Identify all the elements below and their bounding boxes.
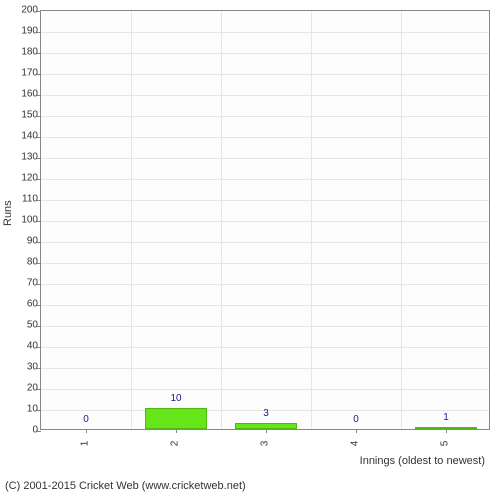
bar-value-label: 0 xyxy=(353,414,359,425)
grid-line-h xyxy=(41,242,489,243)
x-tick-label: 1 xyxy=(80,441,91,447)
grid-line-h xyxy=(41,326,489,327)
copyright-text: (C) 2001-2015 Cricket Web (www.cricketwe… xyxy=(5,480,246,492)
y-tick-label: 50 xyxy=(8,320,38,331)
tick-mark xyxy=(266,429,267,433)
grid-line-h xyxy=(41,179,489,180)
x-tick-label: 3 xyxy=(260,441,271,447)
y-tick-label: 60 xyxy=(8,299,38,310)
y-tick-label: 140 xyxy=(8,131,38,142)
tick-mark xyxy=(176,429,177,433)
tick-mark xyxy=(446,429,447,433)
y-tick-label: 70 xyxy=(8,278,38,289)
grid-line-h xyxy=(41,137,489,138)
y-tick-label: 30 xyxy=(8,362,38,373)
grid-line-v xyxy=(131,11,132,429)
bar-value-label: 1 xyxy=(443,412,449,423)
tick-mark xyxy=(356,429,357,433)
grid-line-h xyxy=(41,74,489,75)
y-tick-label: 160 xyxy=(8,89,38,100)
grid-line-h xyxy=(41,263,489,264)
y-tick-label: 10 xyxy=(8,404,38,415)
grid-line-h xyxy=(41,389,489,390)
y-tick-label: 90 xyxy=(8,236,38,247)
y-tick-label: 0 xyxy=(8,425,38,436)
grid-line-h xyxy=(41,32,489,33)
y-tick-label: 100 xyxy=(8,215,38,226)
plot-area: 0 10 3 0 1 xyxy=(40,10,490,430)
grid-line-v xyxy=(221,11,222,429)
grid-line-h xyxy=(41,368,489,369)
y-tick-label: 120 xyxy=(8,173,38,184)
bar xyxy=(145,408,207,429)
grid-line-h xyxy=(41,158,489,159)
y-tick-label: 200 xyxy=(8,5,38,16)
grid-line-h xyxy=(41,284,489,285)
bar xyxy=(235,423,297,429)
bar xyxy=(415,427,477,429)
x-tick-label: 2 xyxy=(170,441,181,447)
grid-line-h xyxy=(41,305,489,306)
grid-line-h xyxy=(41,347,489,348)
y-tick-label: 150 xyxy=(8,110,38,121)
grid-line-v xyxy=(401,11,402,429)
y-tick-label: 190 xyxy=(8,26,38,37)
y-tick-label: 180 xyxy=(8,47,38,58)
grid-line-v xyxy=(311,11,312,429)
grid-line-h xyxy=(41,116,489,117)
tick-mark xyxy=(86,429,87,433)
grid-line-h xyxy=(41,53,489,54)
y-tick-label: 80 xyxy=(8,257,38,268)
chart-container: 0 10 3 0 1 xyxy=(40,10,490,455)
grid-line-h xyxy=(41,200,489,201)
y-tick-label: 110 xyxy=(8,194,38,205)
y-tick-label: 170 xyxy=(8,68,38,79)
grid-line-h xyxy=(41,95,489,96)
y-tick-label: 130 xyxy=(8,152,38,163)
x-axis-label: Innings (oldest to newest) xyxy=(360,455,485,467)
grid-line-h xyxy=(41,221,489,222)
y-tick-label: 40 xyxy=(8,341,38,352)
bar-value-label: 10 xyxy=(170,393,181,404)
bar-value-label: 0 xyxy=(83,414,89,425)
x-tick-label: 5 xyxy=(440,441,451,447)
y-tick-label: 20 xyxy=(8,383,38,394)
x-tick-label: 4 xyxy=(350,441,361,447)
bar-value-label: 3 xyxy=(263,408,269,419)
